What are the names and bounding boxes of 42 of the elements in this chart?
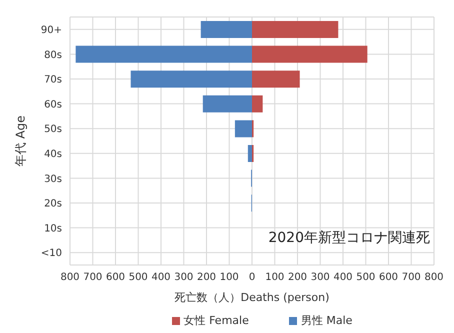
y-tick-label: 70s [44, 74, 62, 86]
x-tick-label: 0 [248, 272, 256, 284]
x-tick-label: 700 [402, 272, 421, 284]
bar [202, 95, 252, 112]
x-tick-label: 400 [333, 272, 353, 284]
bar [252, 70, 300, 88]
x-tick-label: 200 [288, 272, 308, 284]
x-tick-label: 300 [174, 272, 194, 284]
y-tick-label: 80s [44, 50, 62, 61]
bar [200, 21, 252, 38]
legend-label: 女性 Female [184, 314, 249, 327]
bar [76, 46, 252, 63]
x-tick-label: 400 [151, 272, 171, 284]
y-tick-label: 40s [44, 148, 62, 160]
legend-label: 男性 Male [300, 314, 352, 327]
x-tick-label: 700 [83, 272, 102, 284]
y-tick-label: 50s [44, 124, 62, 136]
bar [252, 46, 368, 63]
x-tick-label: 600 [106, 272, 126, 284]
x-tick-label: 800 [60, 272, 80, 284]
bar [252, 95, 263, 112]
y-tick-label: 20s [44, 198, 62, 210]
x-tick-label: 800 [424, 272, 444, 284]
bar [234, 120, 252, 138]
x-tick-label: 500 [128, 272, 148, 284]
y-tick-label: 30s [44, 174, 62, 185]
x-tick-label: 100 [220, 272, 239, 284]
x-tick-label: 500 [356, 272, 376, 284]
y-tick-label: 10s [44, 223, 62, 234]
y-axis-title: 年代 Age [13, 115, 28, 167]
bar [130, 70, 252, 88]
y-tick-label: <10 [40, 248, 62, 260]
y-tick-label: 90+ [40, 24, 62, 36]
bar [252, 21, 338, 38]
y-tick-label: 60s [44, 99, 62, 110]
x-tick-label: 600 [378, 272, 398, 284]
annotation: 2020年新型コロナ関連死 [268, 229, 430, 247]
x-tick-label: 100 [265, 272, 284, 284]
x-axis-title: 死亡数（人）Deaths (person) [174, 291, 330, 304]
x-tick-label: 300 [310, 272, 330, 284]
bar [248, 145, 252, 162]
x-tick-label: 200 [196, 272, 216, 284]
